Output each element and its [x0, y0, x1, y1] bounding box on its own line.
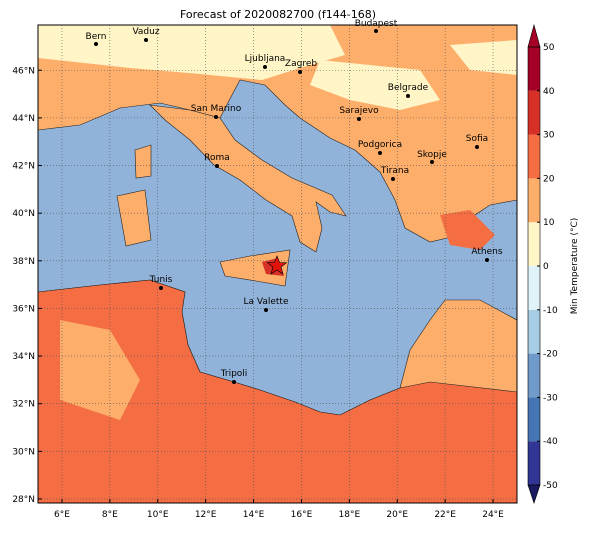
city-label: Belgrade [388, 83, 429, 93]
x-tick-label: 20°E [386, 510, 408, 520]
colorbar-tick-label: -30 [543, 393, 558, 403]
x-tick-label: 24°E [482, 510, 504, 520]
city-dot [264, 308, 268, 312]
colorbar-tick-label: 10 [543, 218, 555, 228]
city-dot [232, 380, 236, 384]
y-tick-label: 32°N [12, 400, 35, 410]
city-label: Sofia [466, 134, 488, 144]
city-dot [94, 42, 98, 46]
sicily [219, 249, 291, 287]
city-dot [430, 160, 434, 164]
city-dot [374, 29, 378, 33]
x-tick-label: 8°E [102, 510, 118, 520]
y-tick-label: 46°N [12, 66, 35, 76]
x-tick-label: 10°E [147, 510, 169, 520]
colorbar-band [528, 353, 540, 398]
corsica [134, 144, 152, 179]
city-label: Podgorica [358, 140, 402, 150]
sardinia [116, 189, 152, 247]
city-dot [391, 177, 395, 181]
city-dot [298, 70, 302, 74]
land-patch [60, 320, 140, 420]
cities: Bern Vaduz Budapest Ljubljana Zagreb Bel… [86, 19, 503, 384]
city-label: San Marino [191, 104, 242, 114]
city-dot [475, 145, 479, 149]
city-label: Bern [86, 32, 107, 42]
y-tick-label: 40°N [12, 209, 35, 219]
colorbar-tick-label: 0 [543, 262, 549, 272]
x-tick-label: 6°E [54, 510, 70, 520]
x-tick-label: 16°E [291, 510, 313, 520]
colorbar-tick-label: -50 [543, 481, 558, 491]
city-dot [357, 117, 361, 121]
colorbar-band [528, 90, 540, 135]
colorbar-extend-bottom [527, 484, 541, 504]
colorbar-tick-label: 30 [543, 131, 555, 141]
warm-area [440, 210, 495, 250]
city-dot [144, 38, 148, 42]
city-dot [485, 258, 489, 262]
colorbar-band [528, 441, 540, 485]
city-dot [263, 65, 267, 69]
y-tick-label: 44°N [12, 114, 35, 124]
colorbar-label: Min Temperature (°C) [570, 218, 580, 315]
colorbar-band [528, 47, 540, 91]
city-label: Zagreb [285, 59, 317, 69]
location-star [266, 255, 288, 275]
city-dot [214, 115, 218, 119]
city-label: Sarajevo [339, 106, 379, 116]
colorbar-tick-label: 50 [543, 43, 555, 53]
y-tick-label: 30°N [12, 447, 35, 457]
grid [38, 25, 517, 503]
city-label: Skopje [417, 150, 447, 160]
city-label: Tirana [380, 166, 409, 176]
colorbar-band [528, 309, 540, 354]
city-label: Budapest [355, 19, 398, 29]
colorbar-band [528, 178, 540, 223]
y-tick-label: 36°N [12, 304, 35, 314]
x-tick-label: 14°E [243, 510, 265, 520]
colorbar-band [528, 397, 540, 442]
cool-area [450, 40, 517, 75]
city-label: Tripoli [220, 369, 248, 379]
cool-area [38, 25, 345, 80]
colorbar-tick-label: -40 [543, 437, 558, 447]
city-label: Athens [471, 247, 502, 257]
colorbar-band [528, 134, 540, 179]
colorbar-extend-top [527, 23, 541, 48]
city-label: Roma [204, 153, 230, 163]
city-dot [406, 94, 410, 98]
colorbar-tick-label: 20 [543, 174, 555, 184]
africa [38, 279, 517, 503]
x-tick-label: 22°E [434, 510, 456, 520]
city-dot [159, 286, 163, 290]
city-label: Tunis [149, 275, 173, 285]
frame [37, 24, 518, 504]
colorbar-tick-label: -10 [543, 306, 558, 316]
city-dot [378, 151, 382, 155]
y-tick-label: 42°N [12, 162, 35, 172]
city-label: Vaduz [132, 27, 159, 37]
y-tick-label: 34°N [12, 352, 35, 362]
y-tick-label: 38°N [12, 257, 35, 267]
colorbar-band [528, 222, 540, 266]
colorbar: -50 -40 -30 -20 -10 0 10 20 30 40 50 [527, 23, 558, 504]
city-label: Ljubljana [245, 54, 286, 64]
title: Forecast of 2020082700 (f144-168) [180, 8, 376, 21]
colorbar-tick-label: 40 [543, 87, 555, 97]
city-label: La Valette [244, 297, 289, 307]
italy [149, 104, 347, 253]
colorbar-tick-label: -20 [543, 350, 558, 360]
x-tick-label: 18°E [339, 510, 361, 520]
colorbar-band [528, 266, 540, 310]
city-dot [215, 164, 219, 168]
y-tick-label: 28°N [12, 495, 35, 505]
x-tick-label: 12°E [195, 510, 217, 520]
